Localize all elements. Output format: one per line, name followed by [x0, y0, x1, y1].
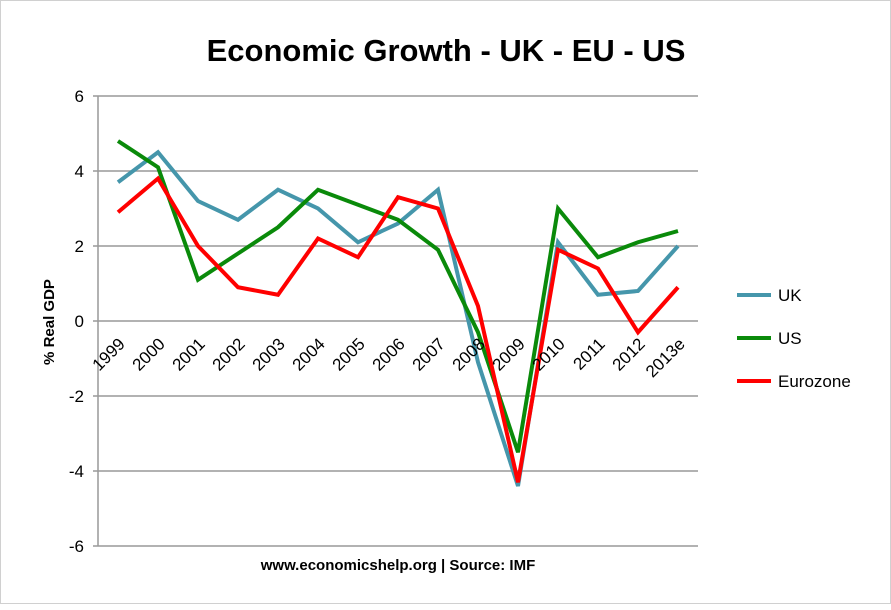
x-tick-label: 2006	[369, 334, 409, 374]
y-axis-label: % Real GDP	[41, 279, 58, 365]
series-line-uk	[116, 149, 680, 487]
y-tick-label: 2	[75, 237, 84, 256]
y-tick-label: 4	[75, 162, 84, 181]
x-axis-label: www.economicshelp.org | Source: IMF	[260, 557, 536, 574]
x-tick-label: 2000	[129, 334, 169, 374]
y-tick-label: 6	[75, 87, 84, 106]
x-tick-label: 2002	[209, 334, 249, 374]
legend-label: Eurozone	[778, 372, 851, 391]
series-line-us	[116, 139, 679, 453]
x-tick-label: 2001	[169, 334, 209, 374]
legend-label: UK	[778, 286, 802, 305]
y-tick-label: -4	[69, 462, 84, 481]
x-tick-label: 2004	[289, 334, 329, 374]
chart-title: Economic Growth - UK - EU - US	[207, 33, 686, 68]
y-tick-label: 0	[75, 312, 84, 331]
x-tick-label: 2003	[249, 334, 289, 374]
x-tick-label: 2013e	[642, 334, 689, 381]
x-tick-label: 2011	[570, 334, 609, 373]
legend-label: US	[778, 329, 802, 348]
x-tick-label: 1999	[89, 334, 129, 374]
x-tick-label: 2007	[409, 334, 449, 374]
x-tick-label: 2005	[329, 334, 369, 374]
y-tick-label: -2	[69, 387, 84, 406]
y-tick-label: -6	[69, 537, 84, 556]
x-tick-label: 2009	[489, 334, 529, 374]
series-line-eurozone	[116, 175, 680, 483]
